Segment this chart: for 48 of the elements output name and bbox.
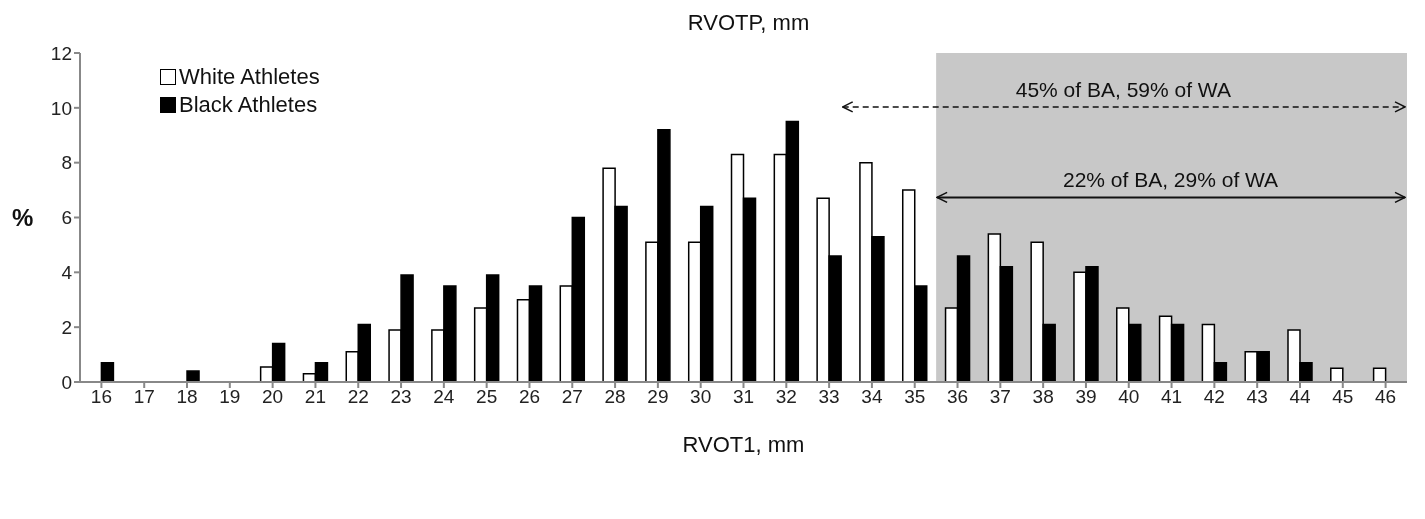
x-tick-label: 46 (1375, 386, 1397, 408)
x-tick-label: 22 (347, 386, 369, 408)
y-tick-label: 4 (61, 262, 73, 284)
x-tick-label: 16 (90, 386, 112, 408)
x-tick-label: 17 (133, 386, 155, 408)
x-tick-label: 40 (1118, 386, 1140, 408)
y-tick-label: 6 (61, 207, 72, 229)
bar (186, 370, 200, 382)
x-tick-label: 44 (1289, 386, 1311, 408)
annotation: 22% of BA, 29% of WA (1062, 168, 1279, 192)
x-tick-label: 25 (476, 386, 498, 408)
x-tick-label: 30 (690, 386, 712, 408)
x-tick-label: 27 (561, 386, 583, 408)
x-tick-label: 23 (390, 386, 412, 408)
y-tick-label: 2 (61, 316, 72, 338)
x-tick-label: 29 (647, 386, 669, 408)
x-tick-label: 20 (262, 386, 284, 408)
x-tick-label: 32 (775, 386, 797, 408)
x-tick-label: 31 (732, 386, 755, 408)
bar (1330, 367, 1344, 382)
x-tick-label: 39 (1075, 386, 1097, 408)
x-tick-label: 24 (433, 386, 455, 408)
x-tick-label: 42 (1203, 386, 1225, 408)
y-tick-label: 8 (61, 152, 72, 174)
x-tick-label: 37 (989, 386, 1011, 408)
x-tick-label: 33 (818, 386, 840, 408)
x-tick-label: 36 (946, 386, 969, 408)
y-axis-title: % (12, 204, 34, 232)
y-tick-label: 10 (50, 97, 72, 119)
x-tick-label: 18 (176, 386, 198, 408)
x-tick-label: 41 (1160, 386, 1183, 408)
x-axis-title: RVOT1, mm (682, 432, 805, 457)
x-tick-label: 19 (219, 386, 241, 408)
y-tick-label: 12 (50, 42, 72, 64)
chart-title: RVOTP, mm (686, 9, 811, 37)
x-tick-label: 43 (1246, 386, 1268, 408)
x-tick-label: 45 (1332, 386, 1354, 408)
bar (100, 362, 115, 382)
legend-label: White Athletes (179, 63, 320, 91)
legend-label: Black Athletes (179, 91, 318, 119)
x-tick-label: 35 (904, 386, 926, 408)
annotation: 45% of BA, 59% of WA (1015, 77, 1231, 101)
x-tick-label: 21 (304, 386, 327, 408)
y-tick-label: 0 (61, 371, 72, 393)
x-tick-label: 28 (604, 386, 626, 408)
x-tick-label: 26 (518, 386, 541, 408)
x-tick-label: 38 (1032, 386, 1054, 408)
x-tick-label: 34 (861, 386, 883, 408)
